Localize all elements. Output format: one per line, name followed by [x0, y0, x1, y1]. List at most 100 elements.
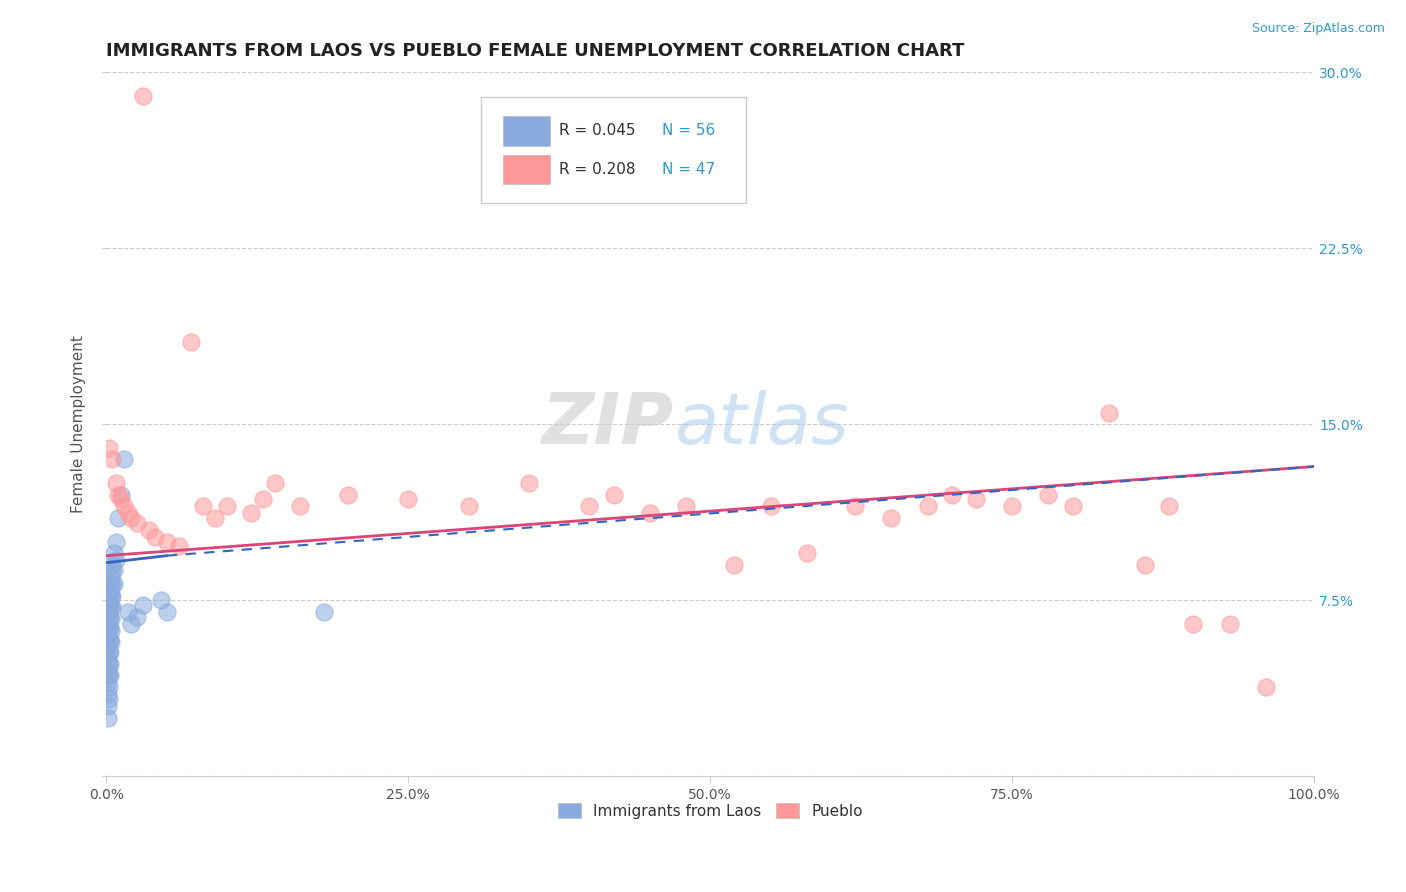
Point [288, 500, 311, 514]
Point [103, 563, 125, 577]
Point [97, 687, 120, 701]
Point [101, 577, 124, 591]
Point [120, 511, 142, 525]
Point [97, 657, 120, 671]
Text: R = 0.208: R = 0.208 [560, 162, 636, 177]
Point [97, 593, 120, 607]
Point [110, 488, 132, 502]
Point [880, 511, 903, 525]
Point [97, 664, 120, 678]
Point [517, 475, 540, 490]
Point [98, 598, 121, 612]
Point [97, 621, 120, 635]
Point [107, 488, 129, 502]
Point [131, 88, 153, 103]
Point [100, 635, 122, 649]
Point [156, 605, 179, 619]
FancyBboxPatch shape [502, 155, 550, 185]
Point [98, 586, 121, 600]
Point [1062, 500, 1084, 514]
Point [97, 640, 120, 655]
Point [759, 500, 782, 514]
Point [98, 657, 121, 671]
Point [103, 577, 125, 591]
Point [97, 633, 120, 648]
Point [252, 492, 274, 507]
Point [97, 616, 120, 631]
Point [941, 488, 963, 502]
FancyBboxPatch shape [481, 97, 747, 202]
Point [100, 570, 122, 584]
Point [97, 605, 120, 619]
Legend: Immigrants from Laos, Pueblo: Immigrants from Laos, Pueblo [551, 797, 869, 825]
Point [578, 500, 600, 514]
Point [204, 511, 226, 525]
Point [638, 507, 661, 521]
Point [97, 645, 120, 659]
Point [101, 452, 124, 467]
Point [105, 553, 128, 567]
Point [396, 492, 419, 507]
Point [97, 675, 120, 690]
Point [723, 558, 745, 572]
Point [264, 475, 287, 490]
Point [602, 488, 624, 502]
Point [97, 609, 120, 624]
Point [98, 645, 121, 659]
Point [110, 492, 132, 507]
Point [844, 500, 866, 514]
Point [965, 492, 987, 507]
Point [100, 589, 122, 603]
Point [1133, 558, 1156, 572]
Text: R = 0.045: R = 0.045 [560, 123, 636, 138]
Text: N = 56: N = 56 [662, 123, 716, 138]
Point [107, 511, 129, 525]
FancyBboxPatch shape [502, 116, 550, 145]
Point [98, 609, 121, 624]
Point [97, 680, 120, 694]
Point [103, 546, 125, 560]
Point [1254, 680, 1277, 694]
Text: Source: ZipAtlas.com: Source: ZipAtlas.com [1251, 22, 1385, 36]
Point [143, 530, 166, 544]
Point [125, 609, 148, 624]
Point [100, 600, 122, 615]
Point [101, 589, 124, 603]
Text: atlas: atlas [673, 390, 849, 458]
Point [180, 335, 202, 350]
Point [101, 565, 124, 579]
Point [105, 534, 128, 549]
Point [125, 516, 148, 530]
Point [917, 500, 939, 514]
Point [97, 698, 120, 713]
Point [131, 598, 153, 612]
Point [1001, 500, 1024, 514]
Point [97, 628, 120, 642]
Point [114, 500, 136, 514]
Point [217, 500, 239, 514]
Point [167, 539, 190, 553]
Point [191, 500, 214, 514]
Point [336, 488, 359, 502]
Point [114, 452, 136, 467]
Point [100, 577, 122, 591]
Text: IMMIGRANTS FROM LAOS VS PUEBLO FEMALE UNEMPLOYMENT CORRELATION CHART: IMMIGRANTS FROM LAOS VS PUEBLO FEMALE UN… [107, 42, 965, 60]
Point [312, 605, 335, 619]
Point [97, 710, 120, 724]
Point [117, 605, 139, 619]
Text: N = 47: N = 47 [662, 162, 716, 177]
Point [1098, 406, 1121, 420]
Point [97, 441, 120, 455]
Point [117, 507, 139, 521]
Point [1182, 616, 1205, 631]
Point [98, 621, 121, 635]
Point [97, 668, 120, 682]
Point [457, 500, 479, 514]
Y-axis label: Female Unemployment: Female Unemployment [72, 335, 86, 513]
Point [98, 582, 121, 596]
Point [105, 475, 128, 490]
Point [98, 633, 121, 648]
Point [101, 600, 124, 615]
Point [100, 612, 122, 626]
Point [100, 624, 122, 638]
